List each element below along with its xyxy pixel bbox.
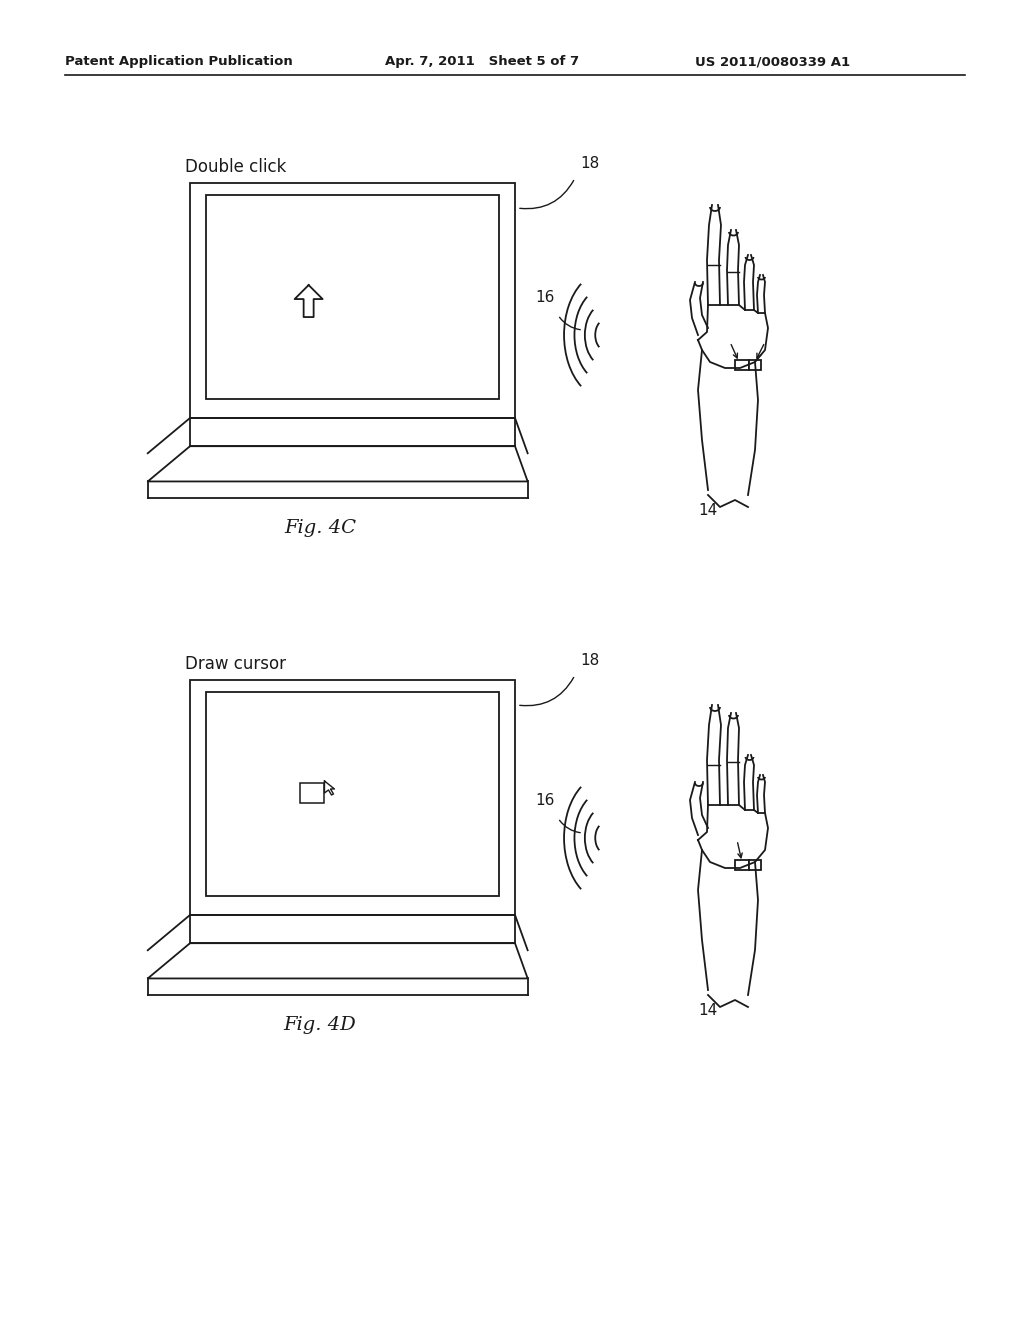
Bar: [206, 692, 499, 896]
Bar: [206, 195, 499, 399]
Bar: [749, 360, 761, 370]
Bar: [190, 680, 515, 915]
Text: US 2011/0080339 A1: US 2011/0080339 A1: [695, 55, 850, 69]
Bar: [735, 861, 749, 870]
Text: 16: 16: [535, 290, 554, 305]
Text: Fig. 4C: Fig. 4C: [284, 519, 356, 537]
Text: Double click: Double click: [185, 158, 287, 176]
Text: Fig. 4D: Fig. 4D: [284, 1016, 356, 1034]
Text: 14: 14: [698, 1003, 717, 1018]
Bar: [749, 861, 761, 870]
Text: Apr. 7, 2011   Sheet 5 of 7: Apr. 7, 2011 Sheet 5 of 7: [385, 55, 580, 69]
Bar: [735, 360, 749, 370]
Text: 18: 18: [580, 156, 599, 172]
Text: 16: 16: [535, 793, 554, 808]
Text: Draw cursor: Draw cursor: [185, 655, 286, 673]
Text: 14: 14: [698, 503, 717, 517]
Bar: [190, 183, 515, 418]
Text: 18: 18: [580, 653, 599, 668]
Bar: [300, 783, 325, 803]
Text: Patent Application Publication: Patent Application Publication: [65, 55, 293, 69]
